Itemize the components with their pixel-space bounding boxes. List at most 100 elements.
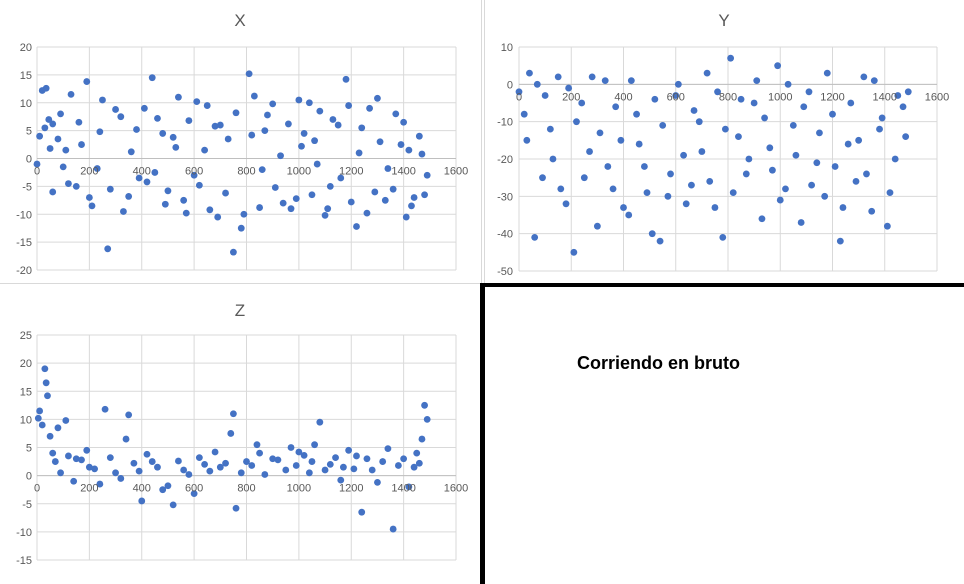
data-point [117,113,125,121]
data-point [405,146,413,154]
x-tick-label: 0 [34,166,40,178]
data-point [554,73,562,81]
data-point [735,133,742,141]
data-point [797,219,805,226]
data-point [240,210,248,218]
data-point [182,209,190,217]
data-point [617,136,625,144]
data-point [839,204,847,211]
data-point [570,248,578,256]
data-point [203,102,211,109]
x-tick-label: 0 [516,91,522,103]
y-tick-label: -10 [497,117,513,129]
data-point [883,222,891,230]
y-tick-label: 20 [20,358,32,370]
data-point [169,133,177,141]
data-point [562,200,570,208]
data-point [899,103,907,111]
data-point [161,200,169,208]
data-point [659,122,667,129]
data-point [400,455,408,463]
data-point [695,118,703,126]
x-tick-label: 0 [34,483,40,495]
data-point [112,106,119,113]
data-point [49,188,57,196]
data-point [410,194,418,201]
data-point [737,95,745,103]
data-point [237,469,245,477]
data-point [706,178,714,185]
data-point [546,125,554,133]
data-point [761,114,768,122]
data-point [206,206,214,214]
data-point [332,454,339,462]
data-point [62,417,70,424]
data-point [688,181,695,189]
data-point [586,148,593,155]
x-tick-label: 1200 [339,166,363,178]
data-point [59,163,67,171]
data-point [72,455,80,463]
data-point [125,411,133,419]
data-point [36,132,44,140]
data-point [672,92,680,99]
data-point [690,107,698,114]
data-point [813,159,821,167]
data-point [201,460,209,468]
x-tick-label: 400 [614,91,632,103]
data-point [65,452,72,460]
data-point [45,116,53,123]
data-point [648,230,656,238]
data-point [256,204,263,211]
data-point [130,459,138,467]
y-tick-label: -50 [497,266,513,278]
data-point [180,196,188,204]
data-point [245,70,253,78]
data-point [729,189,737,197]
x-tick-label: 400 [133,483,151,495]
data-point [844,140,852,148]
x-tick-label: 600 [667,91,685,103]
data-point [258,166,266,174]
data-point [609,185,617,193]
data-point [627,77,635,84]
data-point [643,189,651,197]
data-point [172,143,180,151]
data-point [122,435,130,443]
data-point [523,136,531,144]
data-point [305,99,313,107]
data-point [831,163,839,170]
chart-z-panel: Z 25 20 15 10 5 0 -5 -10 -15 0 200 400 600 800 1000 1200… [0,288,482,584]
data-point [211,122,219,130]
data-point [397,141,405,148]
y-tick-label: -10 [16,527,32,539]
data-point [821,192,829,200]
data-point [41,365,49,373]
data-point [381,196,389,204]
x-tick-label: 800 [237,483,255,495]
x-tick-label: 600 [185,483,203,495]
data-point [133,126,140,133]
y-tick-label: 10 [20,414,32,426]
data-point [67,90,75,98]
data-point [159,486,167,494]
data-point [261,127,269,135]
data-point [261,471,269,478]
data-point [421,191,428,199]
data-point [91,465,99,473]
x-tick-label: 1000 [287,483,311,495]
data-point [836,237,844,245]
data-point [248,131,256,139]
data-point [70,477,78,485]
data-point [51,458,59,465]
x-tick-label: 1400 [873,91,897,103]
data-point [300,451,308,459]
y-tick-label: 25 [20,330,32,342]
data-point [287,205,295,213]
data-point [321,466,329,474]
data-point [65,180,72,187]
data-point [358,124,366,132]
data-point [868,207,876,215]
data-point [750,99,758,107]
data-point [125,193,133,200]
